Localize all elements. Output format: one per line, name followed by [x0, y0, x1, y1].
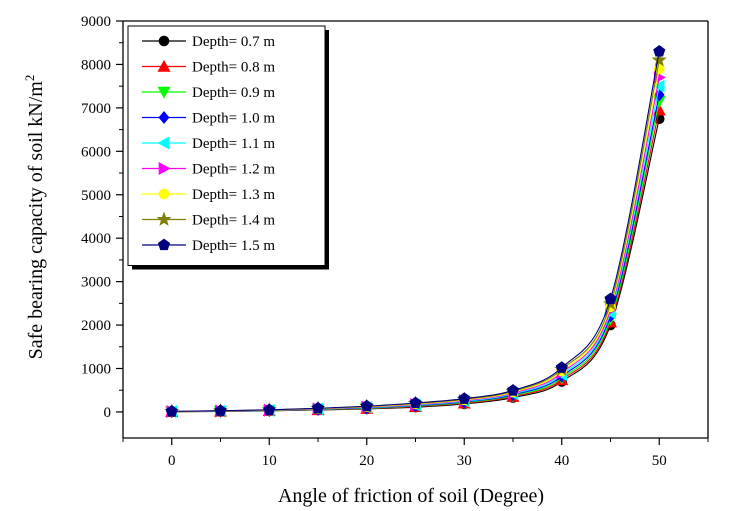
legend-label: Depth= 0.8 m	[192, 60, 275, 76]
x-axis-title: Angle of friction of soil (Degree)	[278, 485, 544, 507]
y-tick-label: 6000	[81, 144, 111, 160]
legend-label: Depth= 0.9 m	[192, 85, 275, 101]
legend-label: Depth= 1.4 m	[192, 213, 275, 229]
x-tick-label: 0	[168, 453, 176, 469]
x-tick-label: 30	[457, 453, 472, 469]
legend-marker	[157, 59, 171, 72]
legend-marker	[157, 136, 170, 150]
legend-label: Depth= 1.2 m	[192, 162, 275, 178]
legend: Depth= 0.7 m Depth= 0.8 m Depth= 0.9 m Dept…	[127, 25, 329, 270]
data-point	[360, 399, 373, 412]
series-9	[165, 45, 666, 417]
y-tick-label: 4000	[81, 231, 111, 247]
legend-item: Depth= 1.3 m	[142, 187, 275, 203]
legend-label: Depth= 1.3 m	[192, 187, 275, 203]
data-point	[506, 384, 520, 396]
legend-marker	[156, 211, 172, 226]
legend-item: Depth= 0.9 m	[142, 85, 275, 101]
y-tick-label: 7000	[81, 101, 111, 117]
legend-item: Depth= 0.7 m	[142, 34, 275, 50]
legend-marker	[158, 35, 170, 47]
data-point	[651, 52, 667, 67]
legend-item: Depth= 1.2 m	[142, 162, 275, 178]
legend-item: Depth= 1.1 m	[142, 136, 275, 152]
data-point	[652, 79, 665, 93]
data-point	[458, 392, 471, 404]
data-point	[604, 292, 617, 305]
legend-marker	[158, 188, 170, 200]
y-axis-title: Safe bearing capacity of soil kN/m2	[22, 75, 47, 360]
data-point	[653, 45, 666, 57]
series-group	[164, 45, 667, 419]
legend-item: Depth= 0.8 m	[142, 60, 275, 76]
legend-marker	[157, 86, 171, 99]
y-tick-label: 8000	[81, 57, 111, 73]
legend-marker	[158, 111, 170, 124]
legend-marker	[158, 161, 171, 176]
y-tick-label: 2000	[81, 318, 111, 334]
legend-label: Depth= 0.7 m	[192, 34, 275, 50]
data-point	[311, 401, 325, 414]
legend-item: Depth= 1.4 m	[142, 211, 275, 229]
legend-label: Depth= 1.5 m	[192, 238, 275, 254]
x-tick-label: 20	[359, 453, 374, 469]
legend-marker	[157, 238, 171, 251]
x-tick-label: 40	[554, 453, 569, 469]
y-tick-label: 1000	[81, 362, 111, 378]
data-point	[165, 405, 178, 417]
y-axis-title-text: Safe bearing capacity of soil kN/m	[25, 81, 47, 360]
ticks: 0 10 20 30 40 50 0 1000 2000 3000 4000 5000 6000 7000…	[81, 14, 709, 469]
legend-label: Depth= 1.1 m	[192, 136, 275, 152]
data-point	[263, 403, 276, 415]
legend-item: Depth= 1.5 m	[142, 238, 275, 254]
x-tick-label: 50	[652, 453, 667, 469]
legend-item: Depth= 1.0 m	[142, 111, 275, 127]
y-tick-label: 0	[104, 405, 112, 421]
y-axis-title-superscript: 2	[22, 75, 37, 82]
data-point	[409, 396, 422, 409]
y-tick-label: 9000	[81, 14, 111, 30]
legend-label: Depth= 1.0 m	[192, 111, 275, 127]
y-tick-label: 3000	[81, 275, 111, 291]
data-point	[555, 361, 568, 373]
data-point	[214, 404, 227, 416]
x-tick-label: 10	[262, 453, 277, 469]
y-tick-label: 5000	[81, 188, 111, 204]
